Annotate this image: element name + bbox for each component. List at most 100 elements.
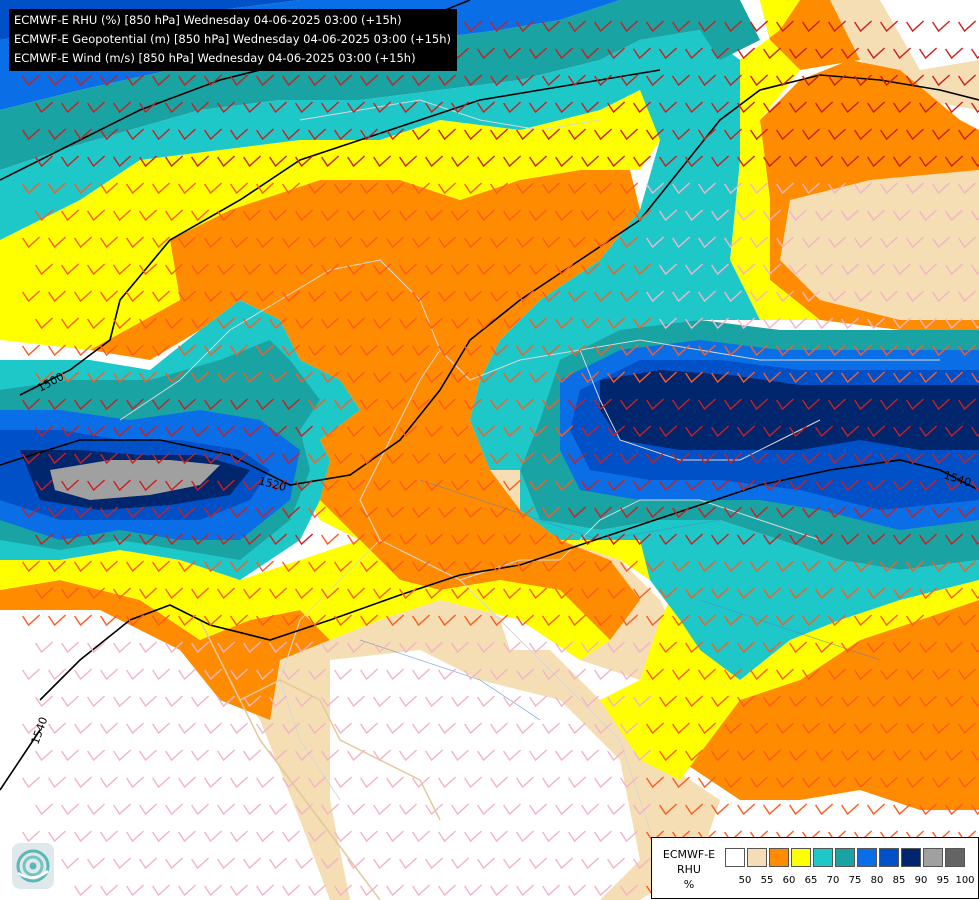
wind-barb — [607, 641, 626, 654]
wind-barb — [698, 776, 717, 789]
wind-barb — [971, 264, 979, 276]
wind-barb — [308, 668, 327, 681]
wind-barb — [555, 263, 574, 276]
wind-barb — [152, 128, 171, 141]
wind-barb — [711, 425, 730, 438]
wind-barb — [633, 47, 652, 60]
wind-barb — [490, 668, 509, 681]
wind-barb — [295, 533, 314, 546]
wind-barb — [425, 695, 444, 708]
wind-barb — [802, 452, 821, 465]
wind-barb — [932, 668, 951, 681]
wind-barb — [906, 722, 925, 735]
wind-barb — [854, 560, 873, 573]
wind-barb — [581, 695, 600, 708]
wind-barb — [659, 641, 678, 654]
wind-barb — [373, 749, 392, 762]
wind-barb — [35, 425, 54, 438]
wind-barb — [464, 398, 483, 411]
wind-barb — [867, 209, 886, 222]
wind-barb — [503, 425, 522, 438]
wind-barb — [347, 803, 366, 816]
wind-barb — [425, 371, 444, 384]
wind-barb — [776, 182, 795, 195]
wind-barb — [776, 128, 795, 141]
wind-barb — [750, 236, 769, 249]
wind-barb — [373, 155, 392, 168]
wind-barb — [516, 344, 535, 357]
wind-barb — [763, 425, 782, 438]
wind-barb — [568, 452, 587, 465]
wind-barb — [412, 830, 431, 843]
wind-barb — [711, 209, 730, 222]
wind-barb — [724, 506, 743, 519]
wind-barb — [139, 857, 158, 870]
legend-tick-label: 75 — [848, 875, 862, 886]
wind-barb — [87, 371, 106, 384]
wind-barb — [945, 641, 964, 654]
wind-barb — [815, 425, 834, 438]
wind-barb — [191, 695, 210, 708]
wind-barb — [321, 695, 340, 708]
wind-barb — [35, 587, 54, 600]
wind-barb — [204, 344, 223, 357]
wind-barb — [139, 803, 158, 816]
wind-barb — [230, 236, 249, 249]
wind-barb — [750, 20, 769, 33]
wind-barb — [100, 830, 119, 843]
wind-barb — [906, 344, 925, 357]
wind-barb — [490, 74, 509, 87]
wind-barb — [815, 479, 834, 492]
wind-barb — [191, 857, 210, 870]
wind-barb — [763, 47, 782, 60]
wind-barb — [48, 344, 67, 357]
wind-barb — [659, 533, 678, 546]
wind-barb — [763, 209, 782, 222]
wind-barb — [178, 236, 197, 249]
wind-barb — [854, 128, 873, 141]
wind-barb — [321, 155, 340, 168]
wind-barb — [282, 614, 301, 627]
wind-barb — [347, 533, 366, 546]
wind-barb — [61, 479, 80, 492]
wind-barb — [438, 560, 457, 573]
wind-barb — [607, 317, 626, 330]
wind-barb — [126, 884, 145, 897]
wind-barb — [87, 695, 106, 708]
wind-barb — [672, 20, 691, 33]
wind-barb — [360, 560, 379, 573]
wind-barb — [35, 749, 54, 762]
wind-barb — [958, 614, 977, 627]
legend-tick-label: 50 — [738, 875, 752, 886]
wind-barb — [282, 722, 301, 735]
wind-barb — [880, 614, 899, 627]
wind-barb — [763, 155, 782, 168]
wind-barb — [945, 803, 964, 816]
wind-barb — [971, 426, 979, 438]
wind-barb — [399, 641, 418, 654]
wind-barb — [711, 371, 730, 384]
wind-barb — [516, 776, 535, 789]
wind-barb — [659, 263, 678, 276]
wind-barb — [87, 209, 106, 222]
wind-barb — [620, 398, 639, 411]
wind-barb — [542, 128, 561, 141]
wind-barb — [971, 534, 979, 546]
wind-barb — [503, 803, 522, 816]
wind-barb — [61, 533, 80, 546]
wind-barb — [789, 317, 808, 330]
wind-barb — [321, 587, 340, 600]
wind-barb — [178, 776, 197, 789]
wind-barb — [425, 155, 444, 168]
wind-barb — [438, 668, 457, 681]
wind-barb — [334, 830, 353, 843]
wind-barb — [932, 128, 951, 141]
wind-barb — [399, 857, 418, 870]
wind-barb — [737, 479, 756, 492]
wind-barb — [971, 696, 979, 708]
wind-barb — [360, 452, 379, 465]
wind-barb — [971, 480, 979, 492]
wind-barb — [555, 317, 574, 330]
wind-barb — [438, 128, 457, 141]
wind-barb — [945, 209, 964, 222]
